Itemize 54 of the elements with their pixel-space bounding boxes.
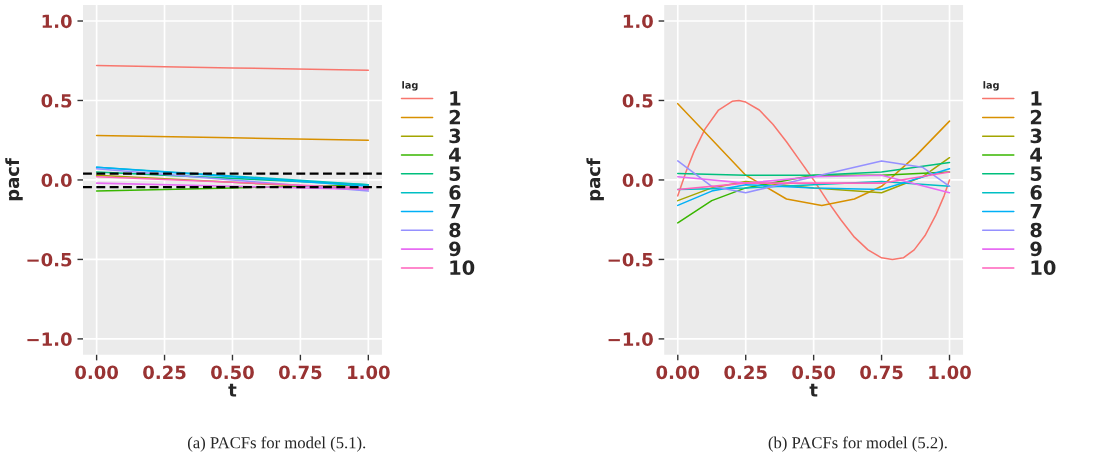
y-tick-label: 0.5: [41, 93, 72, 108]
legend-label: 9: [1030, 241, 1042, 257]
x-tick-label: 1.00: [929, 365, 971, 380]
legend-label: 9: [449, 241, 461, 257]
text: (a) PACFs for model (5.1).: [187, 436, 366, 452]
legend-label: 4: [449, 147, 461, 162]
legend-label: 1: [450, 91, 461, 106]
line-series: [677, 168, 951, 207]
legend-label: 8: [449, 222, 461, 238]
legend-label: 2: [449, 109, 461, 125]
legend-label: 5: [449, 166, 461, 181]
x-tick-label: 1.00: [348, 365, 390, 380]
legend-title: lag: [983, 81, 999, 91]
x-tick-label: 0.75: [860, 365, 903, 380]
y-tick-label: 1.0: [42, 14, 72, 29]
line-series: [677, 171, 951, 224]
legend-label: 3: [1030, 128, 1042, 144]
y-tick-label: 0.0: [41, 173, 72, 188]
line-series: [677, 161, 951, 176]
y-tick-label: −1.0: [608, 332, 653, 347]
y-tick-label: −1.0: [27, 332, 72, 347]
y-axis-title: pacf: [5, 157, 23, 201]
legend-label: 6: [449, 185, 461, 200]
y-tick-label: 1.0: [623, 14, 653, 29]
x-tick-label: 0.00: [75, 365, 119, 380]
x-axis-title: t: [228, 383, 237, 397]
y-axis-title: pacf: [586, 157, 604, 201]
legend-label: 7: [449, 204, 461, 219]
legend-label: 1: [1031, 91, 1042, 106]
x-axis-title: t: [809, 383, 818, 397]
legend-label: 7: [1030, 204, 1042, 219]
legend-label: 3: [449, 128, 461, 144]
legend-title: lag: [402, 81, 418, 91]
legend-label: 4: [1030, 147, 1042, 162]
legend-label: 10: [450, 260, 475, 276]
line-series: [677, 160, 951, 194]
x-tick-label: 0.00: [656, 365, 700, 380]
y-tick-label: −0.5: [608, 252, 653, 267]
x-tick-label: 0.50: [792, 365, 836, 380]
x-tick-label: 0.25: [143, 365, 186, 380]
y-tick-label: −0.5: [27, 252, 72, 267]
x-tick-label: 0.25: [724, 365, 767, 380]
legend-label: 10: [1031, 260, 1056, 276]
line-series: [677, 102, 951, 207]
x-tick-label: 0.75: [278, 365, 322, 380]
line-series: [677, 99, 951, 261]
y-tick-label: 0.0: [622, 173, 653, 188]
text: (b) PACFs for model (5.2).: [768, 436, 947, 452]
legend-label: 2: [1030, 109, 1042, 125]
y-tick-label: 0.5: [622, 93, 653, 108]
legend-label: 8: [1030, 222, 1042, 238]
legend-label: 5: [1030, 166, 1042, 181]
x-tick-label: 0.50: [211, 365, 254, 380]
legend-label: 6: [1030, 185, 1042, 200]
